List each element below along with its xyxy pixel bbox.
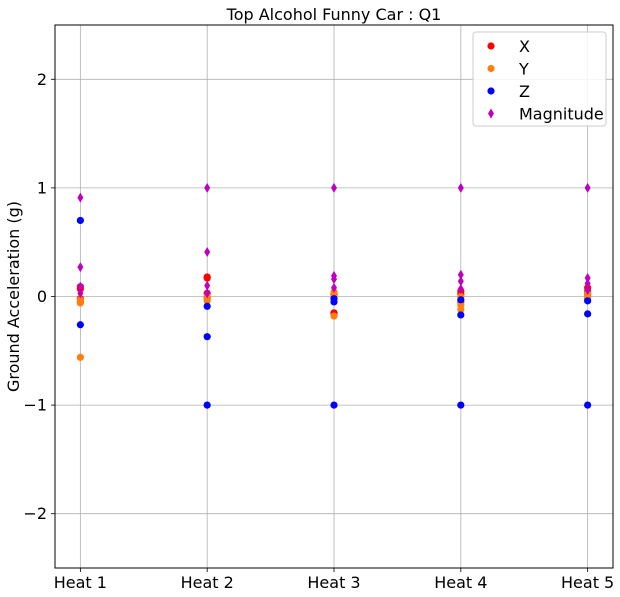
point-magnitude — [457, 269, 464, 280]
point-magnitude — [204, 182, 211, 193]
point-z — [584, 401, 592, 409]
point-magnitude — [331, 282, 337, 293]
point-magnitude — [584, 182, 591, 193]
x-tick-label: Heat 5 — [561, 573, 614, 592]
point-y — [330, 312, 338, 320]
point-z — [457, 296, 465, 304]
data-points — [76, 182, 592, 409]
legend-marker-y — [487, 64, 495, 73]
point-y — [457, 301, 465, 309]
point-y — [76, 299, 84, 307]
point-magnitude — [457, 283, 464, 294]
legend-label: Z — [519, 82, 530, 101]
x-tick-label: Heat 1 — [54, 573, 107, 592]
point-x — [203, 274, 211, 282]
point-magnitude — [204, 280, 211, 291]
legend-marker-magnitude — [488, 108, 494, 119]
legend-label: Y — [518, 60, 529, 79]
point-magnitude — [331, 182, 337, 193]
point-z — [584, 297, 592, 305]
y-tick-label: −1 — [23, 396, 47, 415]
point-magnitude — [77, 262, 84, 273]
point-magnitude — [457, 182, 464, 193]
point-z — [330, 298, 338, 306]
point-magnitude — [77, 288, 84, 299]
point-z — [76, 216, 84, 225]
point-z — [457, 401, 465, 409]
y-tick-label: −2 — [23, 504, 47, 523]
point-z — [203, 333, 211, 341]
legend-label: X — [519, 37, 530, 56]
point-y — [203, 295, 211, 303]
point-magnitude — [584, 278, 591, 289]
point-z — [203, 302, 211, 310]
legend-label: Magnitude — [519, 105, 604, 124]
point-magnitude — [584, 273, 591, 284]
point-magnitude — [204, 246, 211, 257]
legend: XYZ Magnitude — [472, 31, 607, 127]
point-z — [203, 401, 211, 409]
point-magnitude — [77, 192, 84, 203]
point-magnitude — [331, 274, 337, 285]
point-magnitude — [584, 284, 591, 295]
y-tick-label: 2 — [37, 70, 47, 89]
point-magnitude — [77, 281, 84, 292]
point-z — [76, 321, 84, 329]
legend-box — [472, 31, 607, 127]
y-axis-label: Ground Acceleration (g) — [4, 201, 23, 392]
point-magnitude — [204, 288, 211, 299]
point-z — [584, 310, 592, 318]
x-tick-label: Heat 3 — [307, 573, 360, 592]
point-z — [457, 311, 465, 319]
point-y — [76, 353, 84, 361]
point-z — [330, 401, 338, 409]
x-tick-label: Heat 2 — [181, 573, 234, 592]
y-tick-label: 1 — [37, 178, 47, 197]
point-magnitude — [457, 276, 464, 287]
axis-ticks: Heat 1 Heat 2 Heat 3 Heat 4 Heat 5 −2 −1 0 1 2 — [23, 70, 614, 592]
x-tick-label: Heat 4 — [434, 573, 487, 592]
y-tick-label: 0 — [37, 287, 47, 306]
legend-marker-x — [487, 42, 495, 50]
legend-marker-z — [487, 87, 495, 95]
chart-title: Top Alcohol Funny Car : Q1 — [226, 5, 442, 24]
